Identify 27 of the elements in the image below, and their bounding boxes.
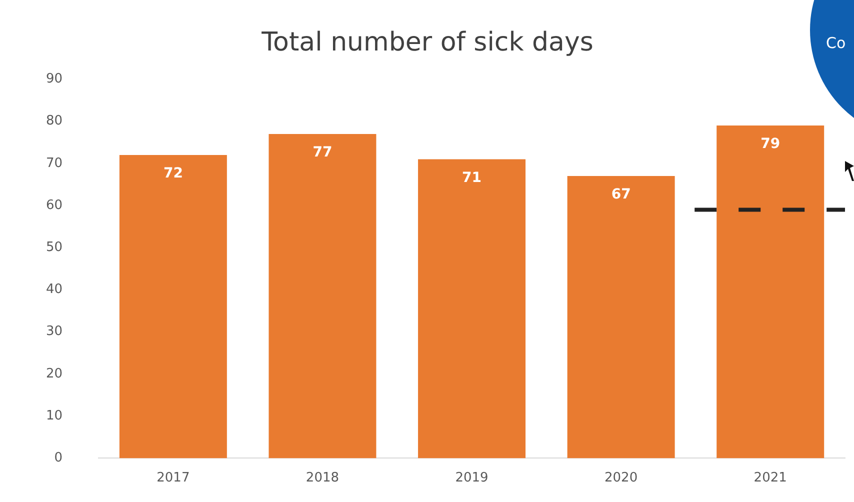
y-tick-label: 80 — [46, 114, 63, 129]
y-tick-label: 90 — [46, 72, 63, 87]
bar — [418, 159, 526, 458]
data-label: 79 — [760, 136, 780, 152]
x-tick-label: 2019 — [455, 470, 488, 486]
x-tick-label: 2017 — [156, 470, 190, 486]
data-label: 71 — [462, 170, 482, 186]
text: Co — [826, 34, 846, 52]
y-tick-label: 0 — [54, 450, 63, 466]
y-tick-label: 50 — [46, 240, 63, 256]
x-tick-label: 2021 — [754, 470, 787, 486]
y-tick-label: 60 — [46, 198, 63, 213]
x-tick-label: 2020 — [604, 470, 638, 486]
chart-title: Total number of sick days — [260, 27, 594, 58]
y-tick-label: 30 — [46, 324, 63, 340]
y-tick-label: 10 — [46, 408, 63, 424]
data-label: 72 — [163, 166, 183, 182]
y-tick-label: 20 — [46, 366, 63, 382]
bar — [119, 155, 227, 458]
bar — [567, 176, 675, 458]
data-label: 67 — [611, 186, 631, 203]
x-tick-label: 2018 — [306, 470, 340, 486]
y-tick-label: 70 — [46, 156, 63, 171]
y-tick-label: 40 — [46, 282, 63, 298]
bar — [268, 134, 376, 458]
bar — [716, 126, 824, 458]
data-label: 77 — [312, 144, 332, 161]
